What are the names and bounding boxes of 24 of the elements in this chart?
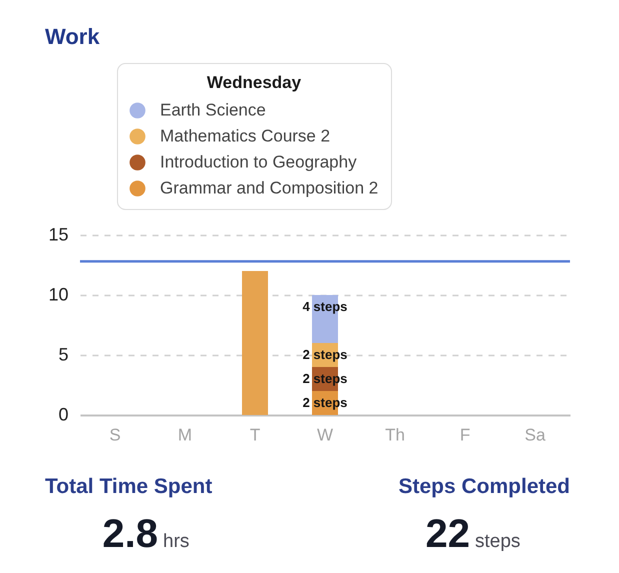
legend-label: Mathematics Course 2 (160, 126, 330, 146)
legend-label: Introduction to Geography (160, 152, 358, 172)
x-tick-label: F (460, 426, 470, 444)
legend-label: Grammar and Composition 2 (160, 178, 378, 198)
text: hrs (163, 531, 190, 552)
x-tick-label: Th (385, 426, 405, 444)
text: Total Time Spent (45, 475, 212, 498)
x-tick-label: S (109, 426, 121, 444)
legend-title: Wednesday (206, 73, 302, 92)
x-tick-label: T (250, 426, 260, 444)
text: Steps Completed (398, 475, 570, 498)
y-tick-label: 5 (58, 344, 68, 364)
y-tick-label: 10 (48, 284, 68, 304)
x-tick-label: M (178, 426, 192, 444)
y-tick-label: 15 (48, 224, 68, 244)
legend-label: Earth Science (160, 100, 266, 120)
x-tick-label: W (316, 426, 334, 444)
chart-title: Work (45, 24, 100, 49)
y-tick-label: 0 (58, 404, 68, 424)
data-label: 4 steps (302, 299, 348, 314)
text: 2.8 (102, 512, 158, 556)
text: steps (475, 531, 520, 552)
text: 22 (426, 512, 470, 556)
x-tick-label: Sa (524, 426, 546, 444)
